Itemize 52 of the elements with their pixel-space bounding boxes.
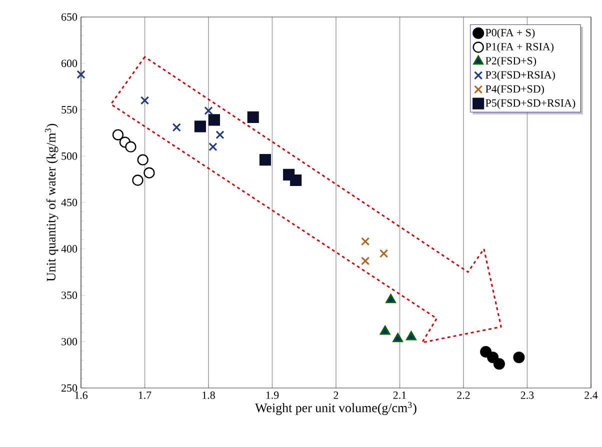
point — [392, 333, 403, 342]
point — [112, 129, 124, 140]
point — [259, 154, 272, 166]
legend-label: P2(FSD+S) — [486, 56, 536, 67]
point — [208, 142, 218, 152]
point — [216, 130, 224, 140]
point — [290, 174, 302, 186]
point — [204, 106, 213, 115]
y-tick-label: 600 — [62, 60, 78, 68]
x-tick-label: 2.4 — [584, 392, 598, 399]
point — [125, 141, 136, 152]
point — [172, 123, 181, 132]
point — [247, 111, 259, 123]
legend-label: P5(FSD+SD+RSIA) — [486, 99, 576, 109]
y-tick-label: 350 — [62, 292, 78, 299]
y-tick-label: 650 — [62, 13, 78, 21]
y-tick-label: 500 — [62, 152, 78, 160]
point — [194, 120, 206, 132]
point — [379, 249, 388, 258]
point — [361, 237, 370, 246]
x-tick-label: 1.9 — [266, 392, 279, 399]
point — [208, 114, 220, 126]
x-tick-label: 2.2 — [457, 392, 470, 399]
point — [132, 174, 144, 186]
y-tick-label: 450 — [61, 198, 78, 206]
y-tick-label: 400 — [61, 245, 78, 253]
x-axis-title: Weight per unit volume(g/cm$^{3}$) — [255, 402, 416, 415]
point — [513, 352, 525, 364]
x-tick-label: 1.6 — [75, 392, 88, 399]
point — [487, 352, 499, 364]
legend-label: P0(FA + S) — [486, 28, 535, 39]
x-tick-label: 1.7 — [138, 392, 152, 399]
point — [137, 154, 148, 166]
y-tick-label: 250 — [62, 384, 78, 392]
x-tick-label: 2 — [334, 392, 338, 399]
y-tick-label: 300 — [62, 338, 78, 346]
x-tick-label: 2.3 — [520, 392, 534, 399]
x-tick-label: 1.8 — [202, 392, 215, 399]
point — [144, 167, 155, 178]
x-tick-label: 2.1 — [393, 392, 406, 399]
point — [386, 294, 396, 304]
y-axis-title: Unit quantity of water (kg/m$^{3}$) — [45, 124, 58, 282]
point — [406, 331, 416, 340]
point — [380, 326, 390, 335]
legend-label: P3(FSD+RSIA) — [486, 70, 555, 81]
y-tick-label: 550 — [62, 106, 78, 114]
legend-label: P1(FA + RSIA) — [486, 42, 554, 53]
point — [361, 256, 370, 266]
point — [76, 70, 86, 79]
point — [493, 358, 505, 370]
point — [140, 96, 150, 105]
legend-label: P4(FSD+SD) — [486, 84, 544, 95]
